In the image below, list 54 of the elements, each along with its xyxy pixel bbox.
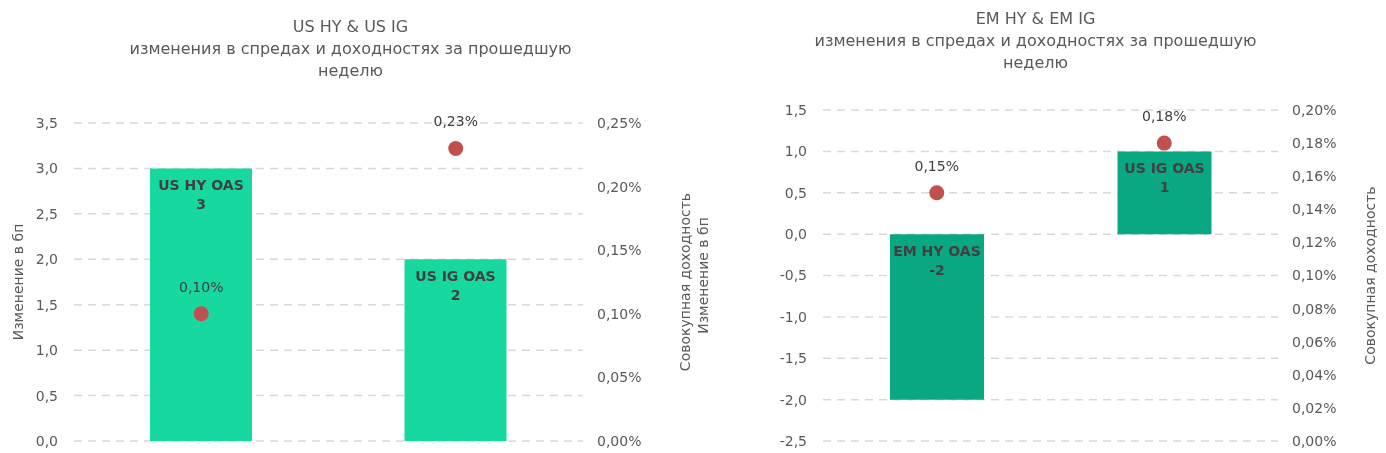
x-tick-label: US IG OAS xyxy=(415,268,496,285)
data-label: 1 xyxy=(1159,179,1170,196)
y-tick-label: 0,0 xyxy=(784,226,807,243)
y-tick-label: -1,0 xyxy=(779,308,807,325)
chart-subtitle: изменения в спредах и доходностях за прошедшую неделю xyxy=(813,30,1258,74)
y-tick-label: 2,5 xyxy=(35,205,58,222)
y2-axis-title: Совокупная доходность xyxy=(677,192,693,372)
data-label: 0,15% xyxy=(914,157,959,174)
chart-title: US HY & US IG xyxy=(291,16,410,38)
data-label: -2 xyxy=(929,262,945,279)
x-tick-label: US HY OAS xyxy=(158,177,244,194)
y2-tick-label: 0,20% xyxy=(1292,101,1337,118)
y-tick-label: 1,5 xyxy=(784,101,807,118)
y-tick-label: 0,0 xyxy=(35,432,58,449)
y-tick-label: -2,0 xyxy=(779,391,807,408)
y-tick-label: 1,0 xyxy=(35,342,58,359)
y2-tick-label: 0,25% xyxy=(597,114,642,131)
y2-tick-label: 0,20% xyxy=(597,178,642,195)
y-axis-title: Изменение в бп xyxy=(10,223,26,341)
y-tick-label: 3,0 xyxy=(35,160,58,177)
y-tick-label: -1,5 xyxy=(779,350,807,367)
y2-tick-label: 0,18% xyxy=(1292,135,1337,152)
y-tick-label: -2,5 xyxy=(779,432,807,449)
y2-tick-label: 0,12% xyxy=(1292,234,1337,251)
y-tick-label: 0,5 xyxy=(35,387,58,404)
y-tick-label: 3,5 xyxy=(35,114,58,131)
y2-tick-label: 0,15% xyxy=(597,242,642,259)
y-tick-label: 0,5 xyxy=(784,184,807,201)
y-axis-title: Изменение в бп xyxy=(695,217,711,334)
data-label: 0,10% xyxy=(179,278,224,295)
data-label: 2 xyxy=(450,287,461,304)
chart-subtitle: изменения в спредах и доходностях за прошедшую неделю xyxy=(128,38,573,82)
y2-tick-label: 0,02% xyxy=(1292,399,1337,416)
y-tick-label: -0,5 xyxy=(779,267,807,284)
y2-tick-label: 0,10% xyxy=(1292,267,1337,284)
y2-tick-label: 0,14% xyxy=(1292,201,1337,218)
y-tick-label: 1,5 xyxy=(35,296,58,313)
data-label: 3 xyxy=(196,196,206,213)
x-tick-label: EM HY OAS xyxy=(893,243,981,260)
y2-tick-label: 0,06% xyxy=(1292,333,1337,350)
y2-tick-label: 0,00% xyxy=(597,432,642,449)
x-tick-label: US IG OAS xyxy=(1124,160,1205,177)
y-tick-label: 2,0 xyxy=(35,251,58,268)
y2-axis-title: Совокупная доходность xyxy=(1362,186,1378,365)
y2-tick-label: 0,04% xyxy=(1292,366,1337,383)
data-label: 0,18% xyxy=(1142,108,1187,125)
y2-tick-label: 0,00% xyxy=(1292,432,1337,449)
y2-tick-label: 0,16% xyxy=(1292,168,1337,185)
data-label: 0,23% xyxy=(433,113,478,130)
y2-tick-label: 0,08% xyxy=(1292,300,1337,317)
chart-title: EM HY & EM IG xyxy=(974,8,1097,30)
y2-tick-label: 0,05% xyxy=(597,369,642,386)
y2-tick-label: 0,10% xyxy=(597,305,642,322)
y-tick-label: 1,0 xyxy=(784,143,807,160)
